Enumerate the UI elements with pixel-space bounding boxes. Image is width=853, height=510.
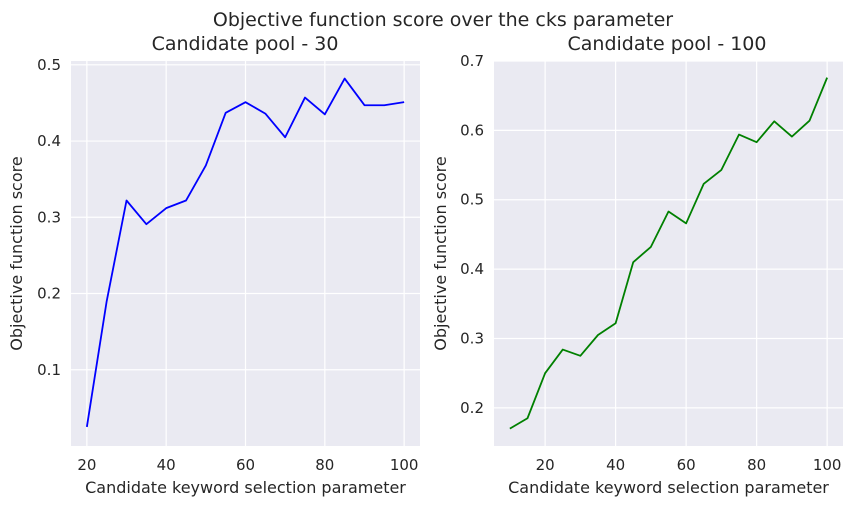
panel-title: Candidate pool - 30 (152, 33, 339, 55)
x-tick-label: 40 (606, 456, 625, 474)
y-tick-label: 0.3 (460, 329, 484, 347)
x-tick-label: 80 (315, 456, 334, 474)
x-axis-label: Candidate keyword selection parameter (508, 478, 829, 497)
x-tick-label: 100 (390, 456, 419, 474)
y-tick-label: 0.4 (37, 132, 61, 150)
panel-title: Candidate pool - 100 (568, 33, 767, 55)
x-tick-label: 60 (677, 456, 696, 474)
y-tick-label: 0.5 (460, 191, 484, 209)
series-line-1 (509, 77, 828, 430)
panel-2: 20 40 60 80 100 0.2 0.3 0.4 0.5 0.6 0.7 Candidate p… (431, 33, 843, 497)
x-axis-label: Candidate keyword selection parameter (85, 478, 406, 497)
x-tick-label: 100 (813, 456, 842, 474)
panel-1: 20 40 60 80 100 0.1 0.2 0.3 0.4 0.5 Candidate pool… (7, 33, 420, 497)
y-tick-label: 0.1 (37, 361, 61, 379)
series-line-1 (85, 77, 405, 428)
x-tick-label: 20 (536, 456, 555, 474)
x-tick-label: 40 (157, 456, 176, 474)
x-tick-label: 20 (77, 456, 96, 474)
y-axis-label: Objective function score (431, 156, 450, 350)
y-tick-label: 0.7 (460, 52, 484, 70)
plot-area (494, 61, 843, 446)
x-tick-label: 80 (747, 456, 766, 474)
y-axis-label: Objective function score (7, 156, 26, 350)
y-tick-label: 0.4 (460, 260, 484, 278)
y-tick-label: 0.2 (460, 399, 484, 417)
y-tick-label: 0.6 (460, 121, 484, 139)
y-tick-label: 0.5 (37, 56, 61, 74)
y-tick-label: 0.3 (37, 208, 61, 226)
y-tick-label: 0.2 (37, 285, 61, 303)
x-tick-label: 60 (236, 456, 255, 474)
figure-suptitle: Objective function score over the cks pa… (213, 9, 673, 31)
